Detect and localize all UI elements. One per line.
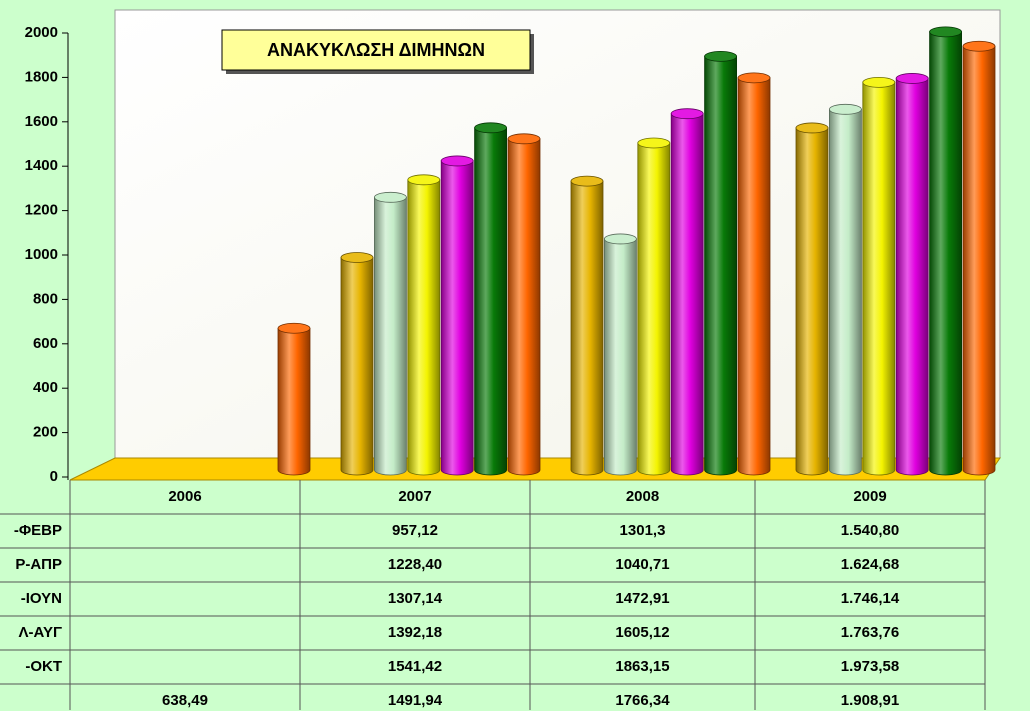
bar	[604, 238, 637, 476]
legend-label: Ρ-ΑΠΡ	[15, 556, 62, 573]
y-tick-label: 0	[50, 468, 58, 485]
bar-top	[474, 122, 508, 134]
table-cell: 1307,14	[388, 590, 443, 607]
bar	[407, 179, 441, 476]
table-cell: 1.763,76	[841, 624, 899, 641]
table-cell: 1.973,58	[841, 658, 899, 675]
bar	[895, 78, 929, 476]
table-cell: 1491,94	[388, 692, 443, 709]
bar-top	[340, 252, 374, 263]
table-cell: 1541,42	[388, 658, 442, 675]
table-cell: 957,12	[392, 522, 438, 539]
bar	[340, 257, 374, 476]
table-cell: 638,49	[162, 692, 208, 709]
bar-top	[862, 76, 896, 88]
bar	[474, 127, 507, 476]
legend-label: -ΙΟΥΝ	[21, 590, 62, 607]
bar	[829, 108, 862, 476]
bar	[374, 196, 407, 476]
bar-top	[962, 40, 996, 52]
table-cell: 1301,3	[620, 522, 666, 539]
bar	[570, 180, 604, 476]
table-cell: 1040,71	[615, 556, 669, 573]
bar-top	[570, 175, 604, 187]
x-tick-label: 2008	[626, 488, 659, 505]
y-tick-label: 1800	[25, 68, 58, 85]
bar-top	[407, 174, 441, 186]
bar-top	[895, 73, 929, 84]
y-tick-label: 400	[33, 379, 58, 396]
bar-top	[373, 191, 407, 203]
y-tick-label: 1600	[25, 113, 58, 130]
title-box	[221, 29, 531, 71]
table-cell: 1.746,14	[841, 590, 900, 607]
bar-top	[704, 50, 737, 62]
bar	[795, 127, 829, 476]
y-tick-label: 1400	[25, 157, 58, 174]
table-cell: 1.540,80	[841, 522, 899, 539]
y-tick-label: 2000	[25, 24, 58, 41]
bar	[929, 31, 962, 476]
bar-top	[670, 108, 704, 120]
table-cell: 1.624,68	[841, 556, 899, 573]
bar	[704, 55, 737, 476]
y-tick-label: 1200	[25, 202, 58, 219]
table-cell: 1766,34	[615, 692, 670, 709]
table-cell: 1392,18	[388, 624, 442, 641]
bar-top	[929, 26, 962, 38]
x-tick-label: 2009	[853, 488, 886, 505]
bar-top	[637, 137, 671, 149]
legend-label: Λ-ΑΥΓ	[19, 624, 63, 641]
y-tick-label: 200	[33, 424, 58, 441]
bar	[507, 138, 541, 476]
bar-top	[604, 233, 637, 245]
bar-top	[795, 122, 829, 134]
table-cell: 1472,91	[615, 590, 669, 607]
table-cell: 1.908,91	[841, 692, 899, 709]
bar	[440, 160, 474, 476]
bar-top	[737, 72, 771, 84]
x-tick-label: 2006	[168, 488, 201, 505]
bar-top	[440, 155, 474, 167]
y-tick-label: 800	[33, 290, 58, 307]
bar	[737, 77, 771, 476]
table-cell: 1863,15	[615, 658, 669, 675]
table-cell: 1605,12	[615, 624, 669, 641]
bar-top	[507, 133, 541, 145]
table-cell: 1228,40	[388, 556, 442, 573]
bar	[277, 327, 311, 476]
bar	[862, 81, 896, 476]
bar-top	[277, 322, 311, 334]
y-tick-label: 1000	[25, 246, 58, 263]
chart-title: ΑΝΑΚΥΚΛΩΣΗ ΔΙΜΗΝΩΝ	[267, 40, 485, 60]
legend-label: -ΟΚΤ	[25, 658, 62, 675]
y-tick-label: 600	[33, 335, 58, 352]
bar	[670, 113, 704, 476]
x-tick-label: 2007	[398, 488, 431, 505]
bar	[962, 45, 996, 476]
bar-top	[829, 103, 862, 115]
bar	[637, 142, 671, 476]
legend-label: -ΦΕΒΡ	[14, 522, 62, 539]
